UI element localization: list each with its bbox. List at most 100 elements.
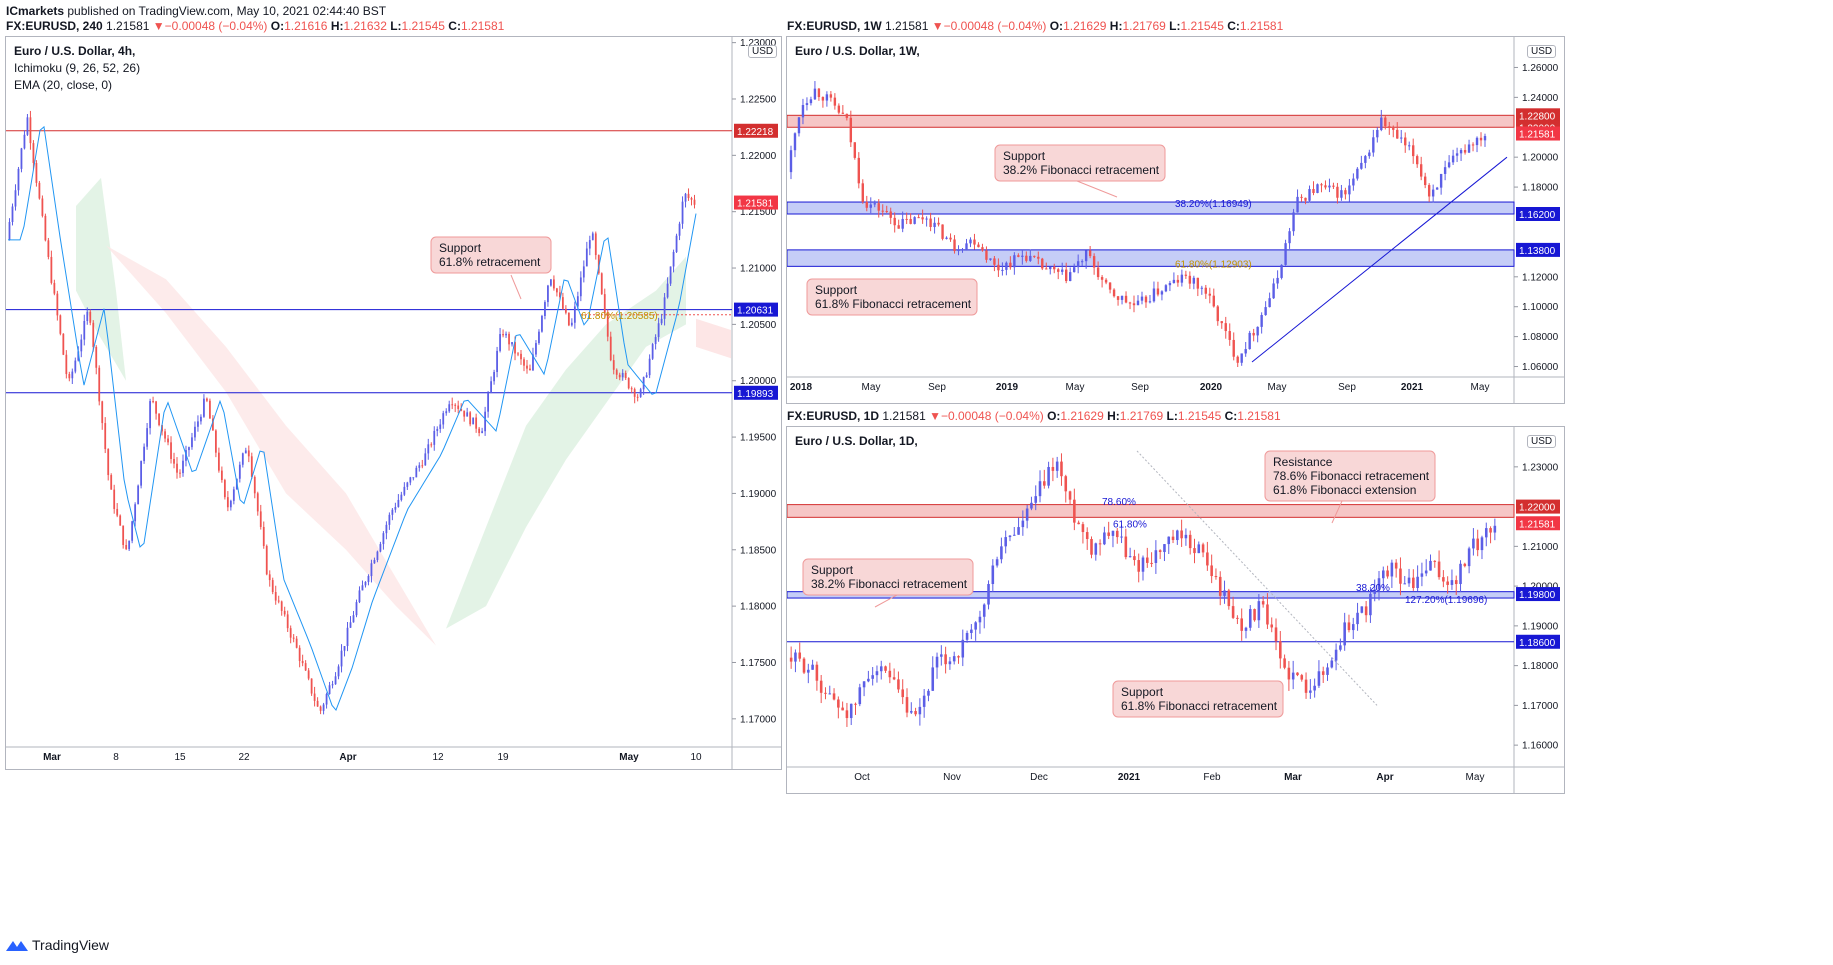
candle-body: [564, 308, 567, 313]
candle-body: [1120, 295, 1124, 300]
x-tick-label: 12: [432, 752, 444, 763]
candle-body: [373, 560, 376, 564]
candle-body: [268, 574, 271, 581]
chart-panel-4h[interactable]: 1.23000 1.22500 1.22000 1.21500 1.21000 1.205…: [5, 36, 782, 770]
x-tick-label: May: [1466, 772, 1485, 783]
candle-body: [1140, 296, 1144, 301]
candle-body: [1158, 550, 1162, 553]
price-tag: 1.16200: [1519, 210, 1556, 221]
candle-body: [845, 710, 849, 719]
candle-body: [328, 685, 331, 695]
candle-body: [301, 660, 304, 664]
candle-body: [1206, 552, 1209, 566]
candle-body: [1218, 576, 1222, 596]
currency-badge[interactable]: USD: [748, 45, 778, 58]
candle-body: [1041, 258, 1044, 269]
candle-body: [448, 404, 451, 412]
candle-body: [1347, 622, 1351, 631]
candle-body: [131, 521, 134, 541]
chart-panel-1d[interactable]: 1.230001.210001.200001.190001.180001.170…: [786, 426, 1565, 794]
candle-body: [1386, 570, 1389, 577]
chart-1d[interactable]: 1.230001.210001.200001.190001.180001.170…: [787, 427, 1564, 793]
callout-pointer: [510, 274, 522, 300]
callout-resistance-line: Resistance: [1273, 455, 1333, 469]
candle-body: [119, 515, 122, 526]
chart-panel-1w[interactable]: 1.26000 1.24000 1.20000 1.18000 1.12000 1.100…: [786, 36, 1565, 404]
candle-body: [1029, 255, 1032, 261]
callout-support-line: Support: [439, 241, 482, 255]
candle-body: [871, 675, 874, 679]
symbol-1d: FX:EURUSD, 1D: [787, 409, 880, 423]
candle-body: [1013, 255, 1016, 268]
candle-body: [310, 678, 313, 694]
candle-body: [885, 211, 888, 213]
y-tick-label: 1.22500: [740, 94, 777, 105]
candle-body: [1373, 589, 1376, 594]
candle-body: [295, 638, 298, 648]
candle-body: [989, 258, 992, 260]
candle-body: [824, 692, 827, 694]
candle-body: [232, 489, 235, 501]
chart-1w[interactable]: 1.26000 1.24000 1.20000 1.18000 1.12000 1.100…: [787, 37, 1564, 403]
candle-body: [466, 412, 469, 417]
candle-body: [660, 318, 663, 324]
candle-body: [1201, 544, 1205, 553]
candle-body: [1392, 128, 1395, 130]
price-tag-bg: [734, 302, 778, 317]
candle-body: [80, 339, 83, 352]
tradingview-icon: [6, 941, 28, 951]
candle-body: [1284, 243, 1287, 265]
candle-body: [1439, 173, 1443, 188]
candle-body: [95, 346, 98, 368]
header-1d: FX:EURUSD, 1D 1.21581 ▼−0.00048 (−0.04%)…: [787, 409, 1281, 423]
candle-body: [657, 323, 660, 338]
candle-body: [1300, 196, 1303, 198]
candle-body: [1454, 580, 1458, 585]
candle-body: [517, 353, 519, 355]
candle-body: [71, 371, 74, 379]
candle-body: [606, 313, 609, 337]
price-tag-bg: [734, 195, 778, 210]
support-zone: [787, 249, 1515, 267]
candle-body: [925, 218, 928, 220]
candle-body: [648, 358, 651, 376]
candle-body: [819, 680, 823, 693]
candle-body: [935, 656, 939, 668]
price-tag-bg: [1516, 587, 1560, 602]
candle-body: [892, 677, 896, 680]
tradingview-logo[interactable]: TradingView: [6, 937, 109, 953]
close-1d: 1.21581: [1237, 409, 1281, 423]
candle-body: [505, 333, 507, 336]
x-tick-label: May: [1471, 382, 1490, 393]
legend-1w: Euro / U.S. Dollar, 1W,: [795, 43, 920, 60]
candle-body: [949, 237, 952, 240]
candle-body: [167, 438, 169, 443]
callout-support-618-box: [1112, 680, 1284, 718]
symbol-1w: FX:EURUSD, 1W: [787, 19, 882, 33]
candle-body: [845, 113, 849, 118]
candle-body: [1210, 565, 1213, 577]
candle-body: [1043, 481, 1046, 486]
candle-body: [289, 628, 292, 638]
low-1d: 1.21545: [1177, 409, 1222, 423]
candle-body: [1257, 601, 1261, 621]
currency-badge[interactable]: USD: [1527, 435, 1557, 448]
candle-body: [1000, 546, 1003, 560]
candle-body: [881, 210, 884, 212]
legend-1d: Euro / U.S. Dollar, 1D,: [795, 433, 918, 450]
candle-body: [1076, 261, 1080, 268]
candle-body: [250, 456, 253, 477]
candle-body: [832, 693, 836, 700]
price-tag: 1.22800: [1519, 111, 1556, 122]
candle-body: [62, 333, 65, 355]
chart-4h[interactable]: 1.23000 1.22500 1.22000 1.21500 1.21000 1.205…: [6, 37, 781, 769]
open-4h: 1.21616: [284, 19, 328, 33]
y-tick-label: 1.18000: [740, 602, 777, 613]
y-tick-label: 1.26000: [1522, 63, 1559, 74]
y-tick-label: 1.18000: [1522, 183, 1559, 194]
candle-body: [1288, 231, 1291, 244]
candle-body: [957, 656, 960, 658]
candle-body: [128, 540, 131, 550]
candle-body: [1296, 672, 1299, 676]
currency-badge[interactable]: USD: [1527, 45, 1557, 58]
